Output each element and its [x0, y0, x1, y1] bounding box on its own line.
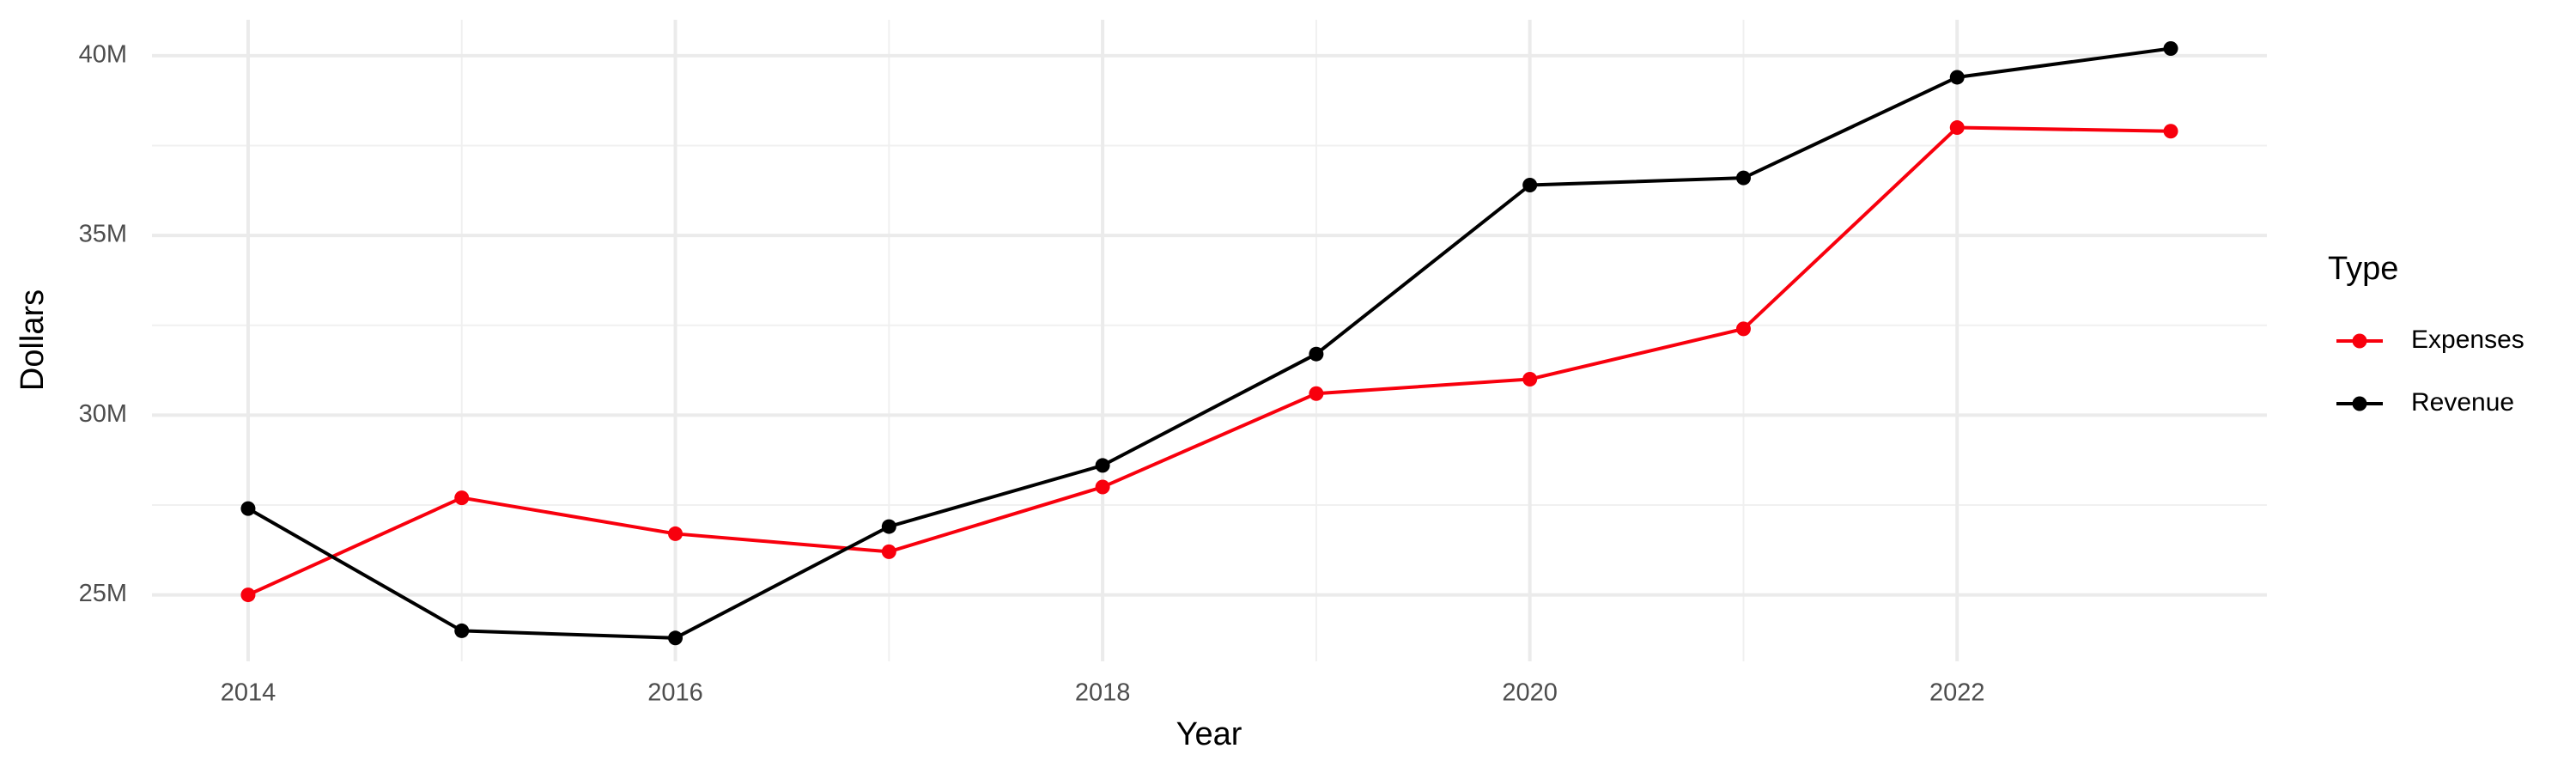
x-tick-label: 2014 — [221, 679, 276, 707]
series-line — [246, 46, 2172, 640]
data-point — [881, 544, 896, 559]
data-point — [1949, 70, 1965, 85]
x-axis-title: Year — [1176, 716, 1242, 752]
data-point — [881, 519, 896, 534]
data-point — [2163, 124, 2178, 139]
legend-label: Expenses — [2411, 326, 2524, 354]
x-tick-label: 2020 — [1502, 679, 1558, 707]
y-tick-label: 30M — [79, 400, 127, 428]
legend-label: Revenue — [2411, 388, 2514, 417]
data-point — [1309, 346, 1324, 362]
y-tick-label: 25M — [79, 580, 127, 607]
x-tick-label: 2022 — [1929, 679, 1985, 707]
data-point — [668, 526, 683, 541]
data-point — [1522, 371, 1538, 386]
y-tick-label: 40M — [79, 41, 127, 69]
data-point — [454, 490, 470, 506]
data-point — [454, 623, 470, 638]
data-point — [1522, 178, 1538, 193]
x-tick-label: 2018 — [1075, 679, 1131, 707]
grid — [152, 20, 2267, 661]
series-line — [247, 125, 2172, 597]
data-point — [668, 630, 683, 646]
data-point — [1095, 458, 1110, 473]
data-point — [1735, 170, 1751, 186]
data-point — [1949, 120, 1965, 136]
data-point — [1309, 386, 1324, 401]
data-point — [1735, 321, 1751, 337]
legend-title: Type — [2328, 251, 2398, 287]
legend-key-point — [2352, 396, 2367, 411]
data-point — [1095, 479, 1110, 495]
y-tick-label: 35M — [79, 221, 127, 248]
data-point — [240, 501, 256, 516]
y-axis-title: Dollars — [15, 289, 51, 391]
legend-key-point — [2352, 333, 2367, 349]
data-point — [240, 587, 256, 603]
x-tick-label: 2016 — [647, 679, 703, 707]
data-point — [2163, 40, 2178, 56]
